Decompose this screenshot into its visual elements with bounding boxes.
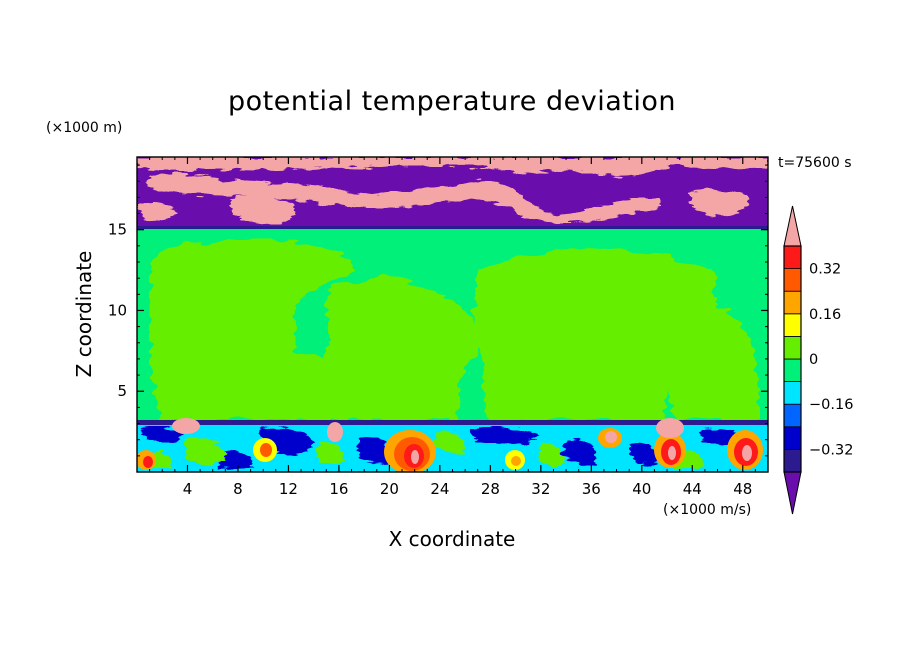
x-tick-label: 24: [430, 480, 449, 498]
y-tick-label: 5: [117, 382, 127, 400]
warm-cell: [742, 445, 752, 461]
lower-layer-blue-patches: [140, 426, 748, 470]
colorbar-band: [783, 381, 802, 405]
colorbar-tick-label: 0: [809, 352, 818, 368]
upper-boundary-stripe: [137, 226, 768, 229]
warm-cell: [668, 446, 676, 460]
warm-cell: [511, 456, 521, 466]
x-tick-label: 20: [380, 480, 399, 498]
colorbar-band: [783, 403, 802, 428]
colorbar-band: [783, 268, 802, 292]
time-label: t=75600 s: [778, 155, 852, 171]
contour-field: [137, 157, 768, 472]
x-tick-label: 4: [183, 480, 193, 498]
lower-layer-warm-cells: [137, 418, 763, 472]
colorbar-tick-label: 0.32: [809, 262, 841, 278]
warm-cell: [260, 443, 272, 457]
warm-cell: [656, 418, 684, 438]
colorbar-tick-label: −0.16: [809, 397, 853, 413]
colorbar-band: [783, 313, 802, 337]
x-tick-label: 16: [329, 480, 348, 498]
y-axis: 5 10 15: [108, 164, 768, 457]
y-tick-label: 10: [108, 301, 127, 319]
colorbar-tick-label: 0.16: [809, 307, 841, 323]
y-tick-label: 15: [108, 221, 127, 239]
x-tick-label: 8: [233, 480, 243, 498]
colorbar-band: [783, 448, 802, 473]
warm-cell: [143, 456, 153, 468]
x-tick-label: 28: [481, 480, 500, 498]
warm-cell: [327, 422, 343, 442]
warm-cell: [605, 431, 617, 443]
x-tick-label: 44: [683, 480, 702, 498]
z-axis-label: Z coordinate: [72, 250, 96, 378]
colorbar-extend-low: [783, 471, 802, 515]
x-tick-label: 48: [733, 480, 752, 498]
colorbar-frame: [783, 245, 802, 473]
warm-cell: [172, 418, 200, 434]
x-tick-label: 32: [531, 480, 550, 498]
x-axis-units: (×1000 m/s): [663, 502, 752, 518]
colorbar-band: [783, 358, 802, 383]
upper-layer-pink-patches: [137, 157, 768, 225]
colorbar-extend-high: [783, 205, 802, 247]
x-axis-label: X coordinate: [388, 527, 516, 551]
colorbar-band: [783, 290, 802, 315]
z-axis-units: (×1000 m): [46, 120, 123, 136]
x-tick-label: 12: [279, 480, 298, 498]
colorbar: 0.32 0.16 0 −0.16 −0.32: [783, 205, 853, 515]
warm-cell: [411, 450, 419, 464]
x-axis: 4 8 12 16 20 24 28 32 36 40 44 48: [149, 157, 756, 498]
lower-boundary-stripe: [137, 420, 768, 425]
colorbar-band: [783, 426, 802, 450]
colorbar-tick-label: −0.32: [809, 442, 853, 458]
chart-title: potential temperature deviation: [228, 86, 676, 117]
colorbar-band: [783, 335, 802, 360]
x-tick-label: 36: [582, 480, 601, 498]
middle-layer-plumes: [149, 238, 760, 420]
x-tick-label: 40: [632, 480, 651, 498]
colorbar-band: [783, 245, 802, 270]
